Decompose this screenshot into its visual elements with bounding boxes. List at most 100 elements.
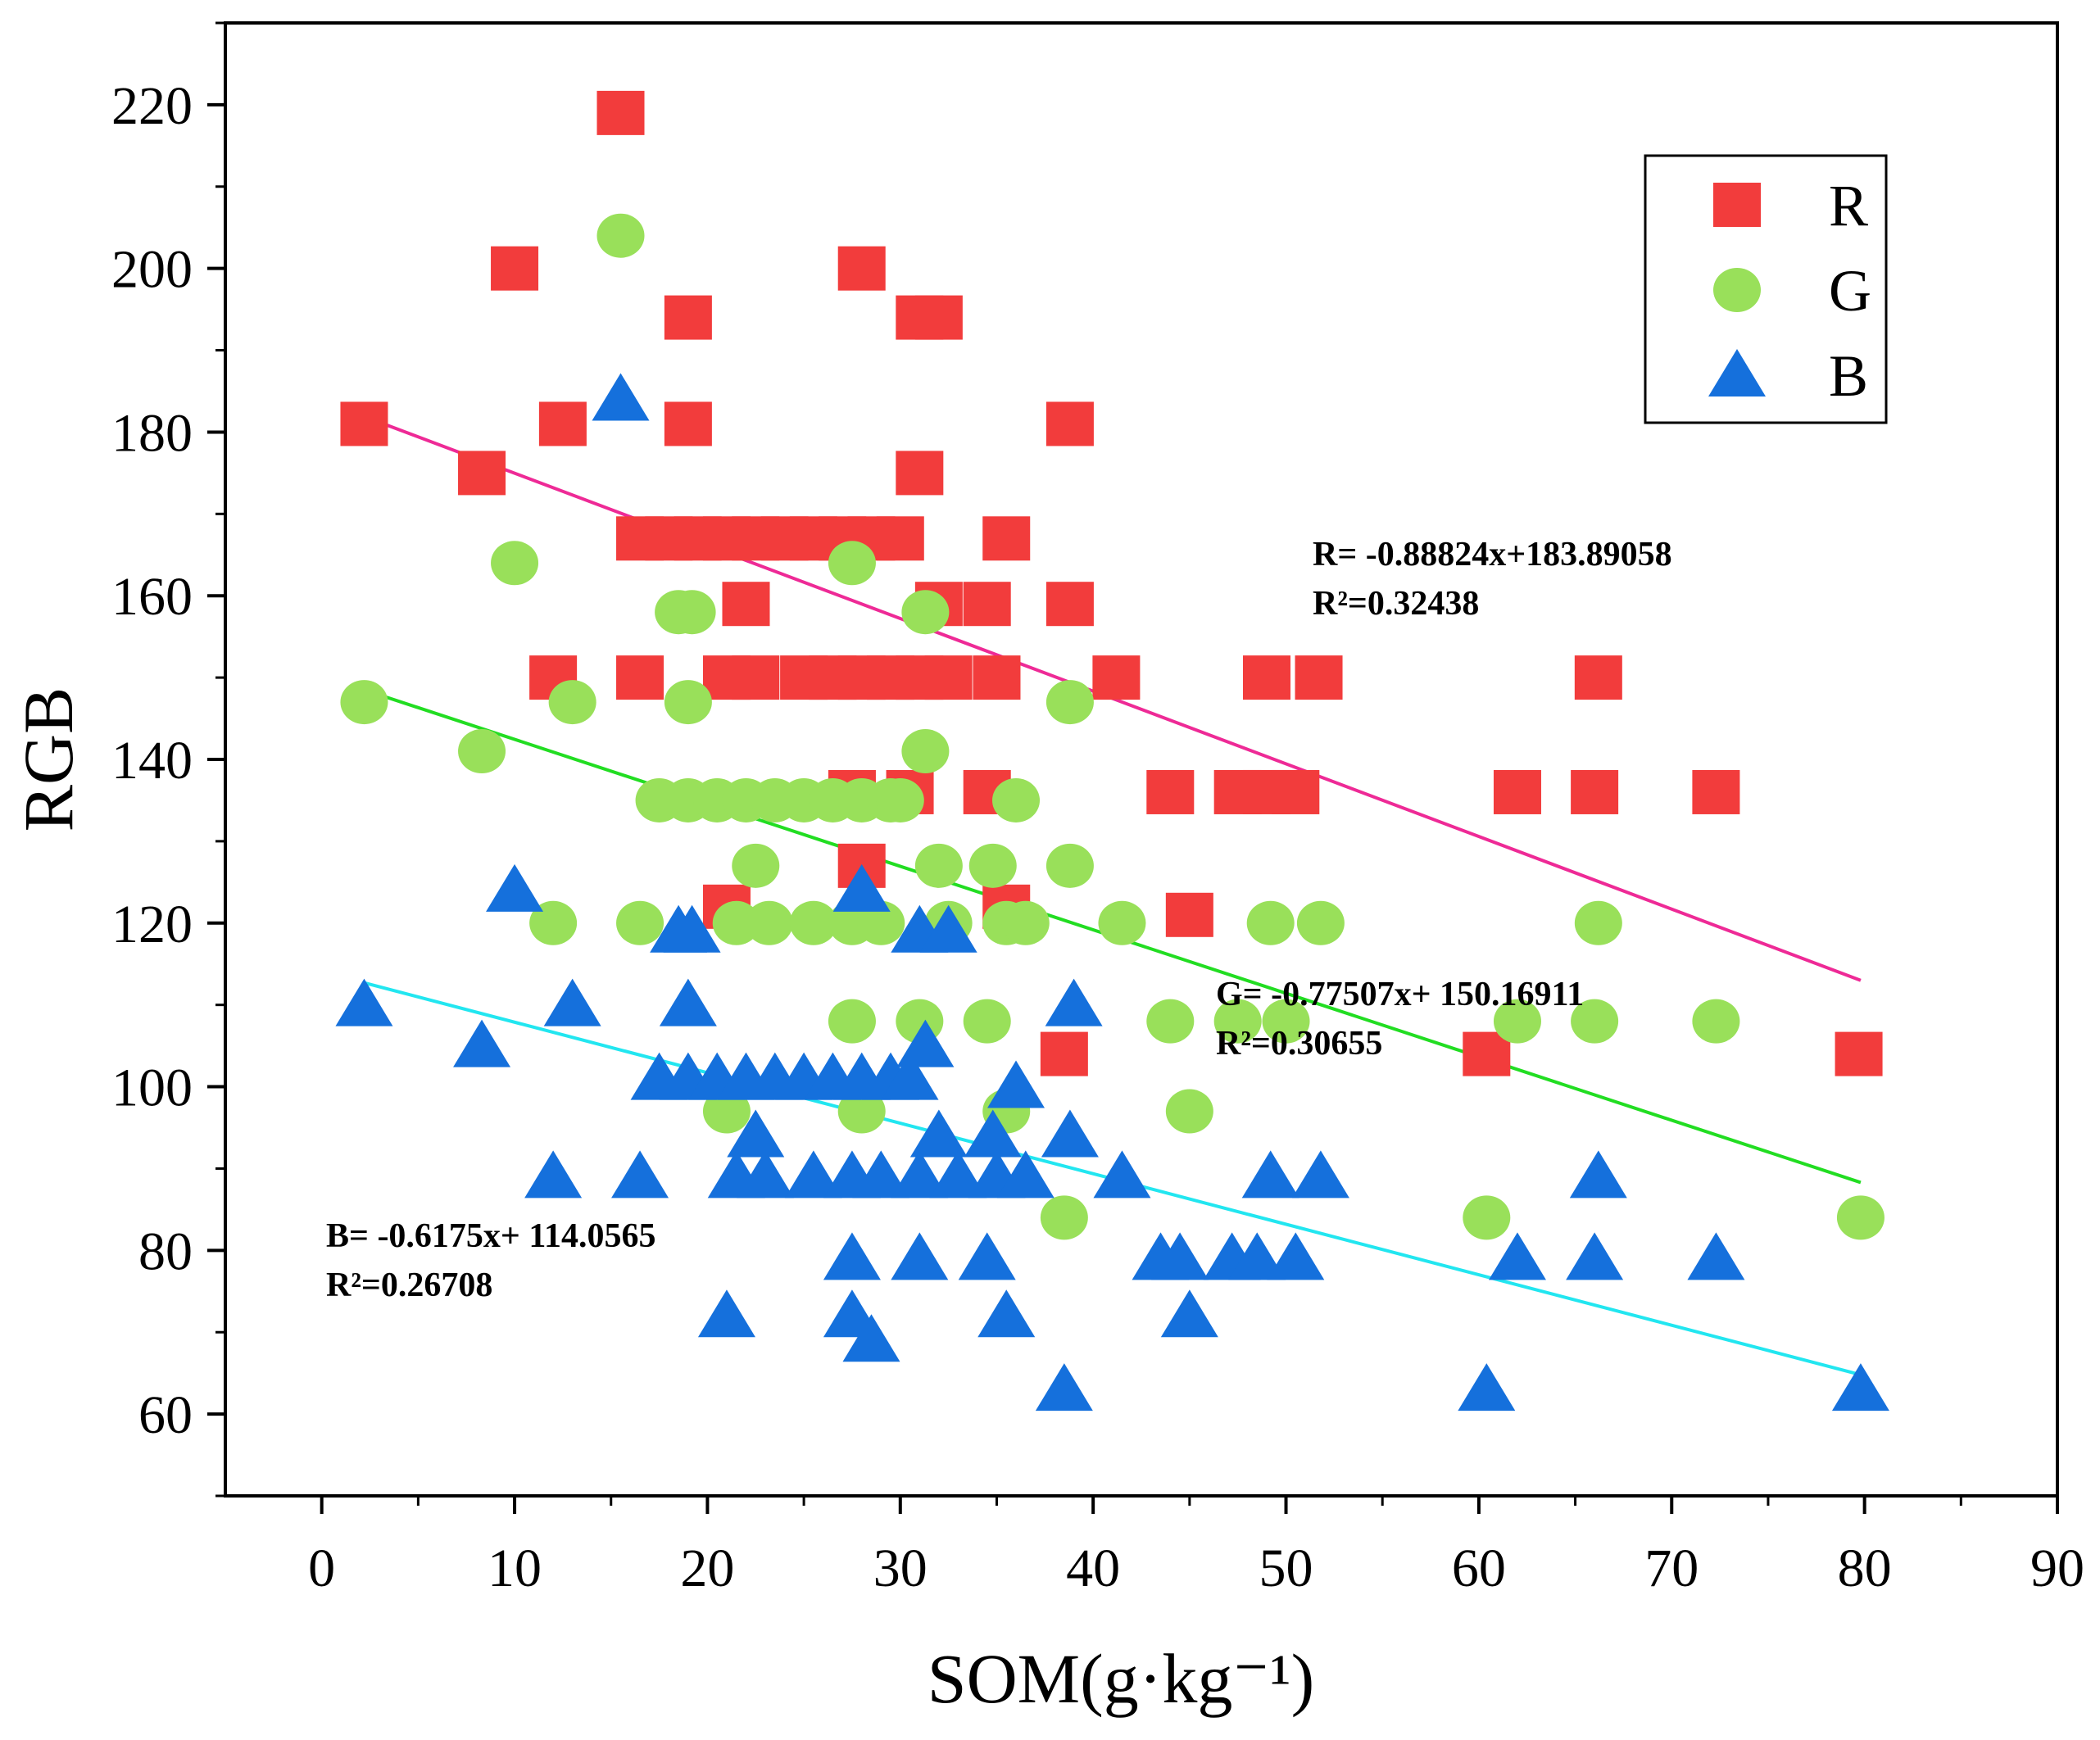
data-point-g — [702, 1089, 751, 1134]
data-point-g — [1296, 900, 1345, 945]
data-point-g — [712, 900, 760, 945]
data-point-b — [659, 978, 717, 1026]
legend-label: R — [1829, 173, 1868, 238]
y-tick-label: 200 — [111, 240, 193, 300]
data-point-g — [837, 1089, 886, 1134]
legend-marker-g — [1713, 268, 1761, 312]
data-point-b — [977, 1289, 1036, 1338]
y-axis-title: RGB — [9, 687, 88, 832]
data-point-b — [335, 978, 393, 1026]
data-point-b — [1045, 978, 1103, 1026]
data-point-r — [837, 246, 886, 291]
data-point-r — [1571, 769, 1619, 814]
data-point-g — [876, 777, 924, 822]
data-point-b — [852, 1150, 910, 1199]
data-point-r — [664, 401, 712, 446]
data-point-b — [891, 1232, 949, 1280]
data-point-b — [881, 1052, 939, 1100]
x-tick-label: 20 — [680, 1538, 734, 1598]
x-tick-label: 60 — [1452, 1538, 1506, 1598]
legend-marker-b — [1708, 349, 1766, 396]
legend-label: B — [1829, 343, 1868, 409]
x-tick-label: 80 — [1838, 1538, 1892, 1598]
legend-box — [1644, 154, 1888, 424]
equation-b: B= -0.6175x+ 114.0565 — [326, 1217, 656, 1255]
data-point-g — [963, 999, 1011, 1044]
data-point-g — [1146, 999, 1195, 1044]
data-point-b — [1569, 1150, 1627, 1199]
y-tick-label: 160 — [111, 567, 193, 627]
data-point-r — [1040, 1031, 1088, 1076]
data-point-g — [1571, 999, 1619, 1044]
data-point-r — [973, 655, 1021, 700]
legend-item-b: B — [1708, 343, 1868, 409]
data-point-r — [1692, 769, 1740, 814]
data-point-r — [876, 516, 924, 561]
data-point-g — [1574, 900, 1622, 945]
data-point-b — [891, 1150, 949, 1199]
data-point-b — [543, 978, 601, 1026]
data-point-g — [857, 900, 905, 945]
data-point-g — [1001, 900, 1050, 945]
data-point-g — [732, 843, 780, 888]
data-point-g — [529, 900, 578, 945]
data-point-r — [924, 655, 973, 700]
data-point-b — [1160, 1289, 1218, 1338]
y-tick-label: 100 — [111, 1058, 193, 1118]
x-tick-label: 30 — [873, 1538, 928, 1598]
data-point-b — [1041, 1109, 1099, 1158]
data-point-b — [958, 1232, 1016, 1280]
data-point-g — [548, 680, 596, 725]
data-point-r — [664, 295, 712, 340]
data-point-b — [1831, 1363, 1889, 1411]
data-point-r — [1835, 1031, 1883, 1076]
data-point-r — [732, 655, 780, 700]
data-point-b — [592, 373, 650, 421]
x-tick-label: 50 — [1259, 1538, 1313, 1598]
data-point-g — [914, 843, 963, 888]
data-point-g — [1246, 900, 1295, 945]
legend-item-g: G — [1713, 258, 1871, 324]
data-point-r — [616, 655, 664, 700]
data-point-g — [992, 777, 1041, 822]
data-point-r — [1146, 769, 1195, 814]
data-point-g — [1165, 1089, 1213, 1134]
data-point-b — [1241, 1150, 1299, 1199]
data-point-b — [929, 1150, 987, 1199]
data-point-b — [1291, 1150, 1349, 1199]
data-point-g — [968, 843, 1017, 888]
data-point-r — [1045, 401, 1094, 446]
data-point-g — [1463, 1195, 1511, 1240]
data-point-r — [1165, 892, 1213, 937]
legend-item-r: R — [1713, 173, 1868, 238]
points-layer — [335, 90, 1889, 1411]
data-point-b — [832, 863, 891, 912]
y-tick-label: 60 — [138, 1385, 193, 1445]
data-point-r — [1463, 1031, 1511, 1076]
data-point-g — [668, 590, 716, 635]
equation-r: R= -0.88824x+183.89058 — [1313, 536, 1672, 573]
data-point-b — [697, 1289, 755, 1338]
x-tick-label: 90 — [2030, 1538, 2084, 1598]
equation-annotations: R= -0.88824x+183.89058 R²=0.32438 G= -0.77… — [326, 536, 1672, 1304]
data-point-g — [491, 541, 539, 586]
data-point-b — [1458, 1363, 1516, 1411]
r-squared-b: R²=0.26708 — [326, 1266, 492, 1304]
data-point-r — [963, 582, 1011, 627]
data-point-g — [1098, 900, 1146, 945]
data-point-b — [996, 1150, 1055, 1199]
data-point-b — [1228, 1232, 1286, 1280]
legend-marker-r — [1713, 183, 1761, 227]
r-squared-g: R²=0.30655 — [1216, 1025, 1382, 1063]
legend: RGB — [1644, 154, 1888, 424]
data-point-g — [458, 729, 506, 774]
x-tick-label: 40 — [1066, 1538, 1120, 1598]
data-point-r — [1295, 655, 1343, 700]
data-point-b — [1566, 1232, 1624, 1280]
y-tick-label: 220 — [111, 76, 193, 136]
data-point-b — [1151, 1232, 1209, 1280]
equation-g: G= -0.77507x+ 150.16911 — [1216, 976, 1584, 1013]
data-point-g — [1045, 843, 1094, 888]
data-point-r — [896, 451, 944, 496]
data-point-r — [1045, 582, 1094, 627]
